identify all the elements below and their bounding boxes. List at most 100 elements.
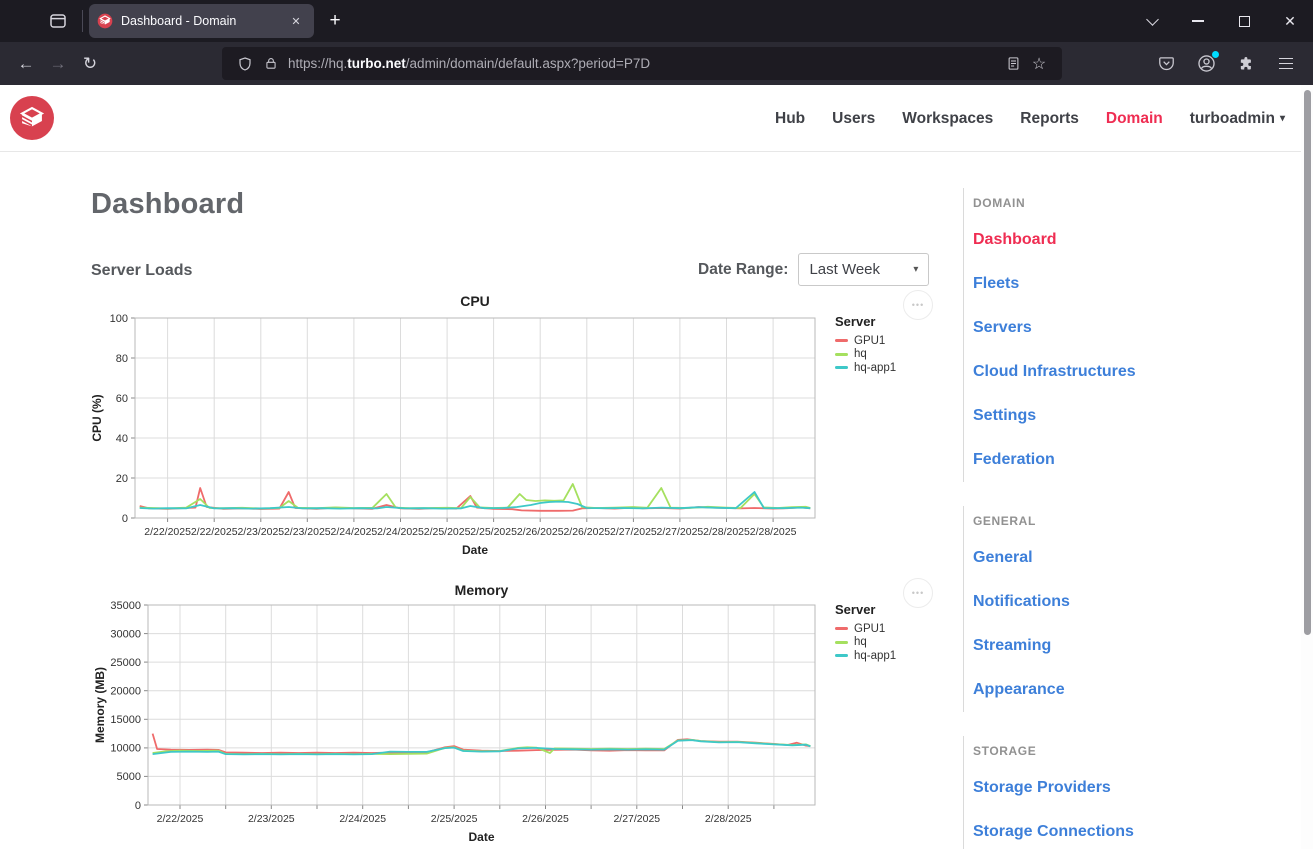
legend-title: Server (835, 314, 876, 329)
page-scrollbar[interactable] (1301, 85, 1313, 849)
svg-text:2/25/2025: 2/25/2025 (431, 813, 478, 825)
legend-label: hq (854, 348, 867, 361)
nav-link-turboadmin[interactable]: turboadmin ▾ (1189, 109, 1285, 127)
svg-text:80: 80 (116, 353, 128, 365)
svg-text:2/25/2025: 2/25/2025 (470, 526, 517, 538)
reader-view-icon[interactable] (1000, 51, 1026, 77)
memory-chart-legend: Server GPU1 hq hq-app1 (835, 602, 930, 663)
svg-text:2/26/2025: 2/26/2025 (522, 813, 569, 825)
tab-divider (82, 10, 83, 32)
svg-text:0: 0 (135, 800, 141, 812)
pocket-icon[interactable] (1151, 49, 1181, 79)
tab-overflow-icon[interactable] (1129, 0, 1175, 42)
svg-text:CPU (%): CPU (%) (90, 394, 104, 441)
sidebar-item-dashboard[interactable]: Dashboard (973, 231, 1057, 248)
memory-chart: 0 5000 10000 15000 20000 25000 30000 35000 2/22/… (93, 600, 816, 844)
sidebar-item-storage-connections[interactable]: Storage Connections (973, 823, 1134, 840)
sidebar-item-appearance[interactable]: Appearance (973, 681, 1065, 698)
new-tab-button[interactable]: + (329, 10, 341, 31)
url-text[interactable]: https://hq.turbo.net/admin/domain/defaul… (288, 56, 651, 71)
firefox-view-icon[interactable] (42, 7, 74, 35)
date-range-select[interactable]: Last Week ▾ (798, 253, 930, 286)
window-maximize-button[interactable] (1221, 0, 1267, 42)
nav-link-workspaces[interactable]: Workspaces (902, 109, 994, 127)
legend-item-hq[interactable]: hq (835, 348, 930, 362)
svg-text:25000: 25000 (110, 657, 141, 669)
cpu-chart-title: CPU (460, 293, 490, 309)
browser-tabstrip: Dashboard - Domain ✕ + ✕ (0, 0, 1313, 42)
sidebar-item-fleets[interactable]: Fleets (973, 275, 1020, 292)
nav-link-reports[interactable]: Reports (1020, 109, 1079, 127)
tab-favicon-icon (97, 13, 113, 29)
sidebar-item-servers[interactable]: Servers (973, 319, 1032, 336)
sidebar-section-general: GENERAL General Notifications Streaming Appe… (963, 506, 1285, 712)
page-title: Dashboard (91, 188, 245, 220)
legend-label: hq-app1 (854, 649, 897, 662)
svg-text:20: 20 (116, 473, 128, 485)
sidebar-item-storage-providers[interactable]: Storage Providers (973, 779, 1111, 796)
legend-label: GPU1 (854, 622, 886, 635)
sidebar-item-cloud-infrastructures[interactable]: Cloud Infrastructures (973, 363, 1136, 380)
legend-label: hq-app1 (854, 361, 897, 374)
sidebar-item-federation[interactable]: Federation (973, 451, 1055, 468)
reload-button[interactable]: ↻ (82, 53, 98, 73)
sidebar-item-notifications[interactable]: Notifications (973, 593, 1070, 610)
svg-text:15000: 15000 (110, 714, 141, 726)
nav-link-users[interactable]: Users (832, 109, 876, 127)
tab-close-icon[interactable]: ✕ (291, 15, 301, 28)
browser-tab-active[interactable]: Dashboard - Domain ✕ (89, 4, 314, 38)
account-icon[interactable] (1191, 49, 1221, 79)
scrollbar-thumb[interactable] (1304, 90, 1311, 635)
section-title: Server Loads (91, 262, 193, 279)
legend-item-hq[interactable]: hq (835, 636, 930, 650)
svg-text:0: 0 (122, 513, 128, 525)
svg-text:30000: 30000 (110, 628, 141, 640)
page-content: Hub Users Workspaces Reports Domain turboadmi… (0, 85, 1313, 849)
tab-title: Dashboard - Domain (121, 14, 237, 28)
sidebar-item-general[interactable]: General (973, 549, 1033, 566)
legend-title: Server (835, 602, 876, 617)
extensions-puzzle-icon[interactable] (1231, 49, 1261, 79)
date-range-control: Date Range: Last Week ▾ (698, 253, 930, 286)
svg-text:2/27/2025: 2/27/2025 (610, 526, 657, 538)
svg-text:2/27/2025: 2/27/2025 (657, 526, 704, 538)
sidebar-item-settings[interactable]: Settings (973, 407, 1037, 424)
nav-link-hub[interactable]: Hub (775, 109, 806, 127)
menu-hamburger-icon[interactable] (1271, 49, 1301, 79)
legend-swatch-icon (835, 339, 848, 343)
legend-item-gpu1[interactable]: GPU1 (835, 622, 930, 636)
legend-item-gpu1[interactable]: GPU1 (835, 334, 930, 348)
sidebar-item-streaming[interactable]: Streaming (973, 637, 1052, 654)
bookmark-star-icon[interactable]: ☆ (1031, 55, 1047, 73)
legend-item-hq-app1[interactable]: hq-app1 (835, 649, 930, 663)
date-range-label: Date Range: (698, 260, 789, 278)
svg-text:2/24/2025: 2/24/2025 (331, 526, 378, 538)
memory-chart-title: Memory (454, 582, 509, 598)
svg-text:2/27/2025: 2/27/2025 (613, 813, 660, 825)
memory-chart-menu-button[interactable]: ••• (903, 578, 933, 608)
window-minimize-button[interactable] (1175, 0, 1221, 42)
forward-button[interactable]: → (49, 53, 67, 73)
svg-text:5000: 5000 (117, 771, 141, 783)
shield-icon[interactable] (232, 51, 258, 77)
back-button[interactable]: ← (17, 53, 35, 73)
svg-text:Date: Date (462, 543, 488, 557)
window-close-button[interactable]: ✕ (1284, 12, 1296, 29)
sidebar-section-header: DOMAIN (973, 196, 1026, 210)
legend-item-hq-app1[interactable]: hq-app1 (835, 361, 930, 375)
svg-text:2/26/2025: 2/26/2025 (517, 526, 564, 538)
svg-text:40: 40 (116, 433, 128, 445)
nav-link-domain[interactable]: Domain (1105, 109, 1163, 127)
url-bar[interactable]: https://hq.turbo.net/admin/domain/defaul… (222, 47, 1062, 80)
svg-text:Memory (MB): Memory (MB) (93, 667, 107, 743)
svg-text:2/22/2025: 2/22/2025 (191, 526, 238, 538)
cpu-chart-menu-button[interactable]: ••• (903, 290, 933, 320)
legend-swatch-icon (835, 627, 848, 631)
svg-text:100: 100 (110, 313, 128, 325)
svg-text:2/28/2025: 2/28/2025 (705, 813, 752, 825)
lock-icon[interactable] (258, 51, 284, 77)
date-range-value: Last Week (809, 261, 881, 278)
sidebar-section-domain: DOMAIN Dashboard Fleets Servers Cloud Infras… (963, 188, 1285, 482)
turbo-logo-icon[interactable] (10, 96, 54, 140)
svg-text:2/25/2025: 2/25/2025 (424, 526, 471, 538)
